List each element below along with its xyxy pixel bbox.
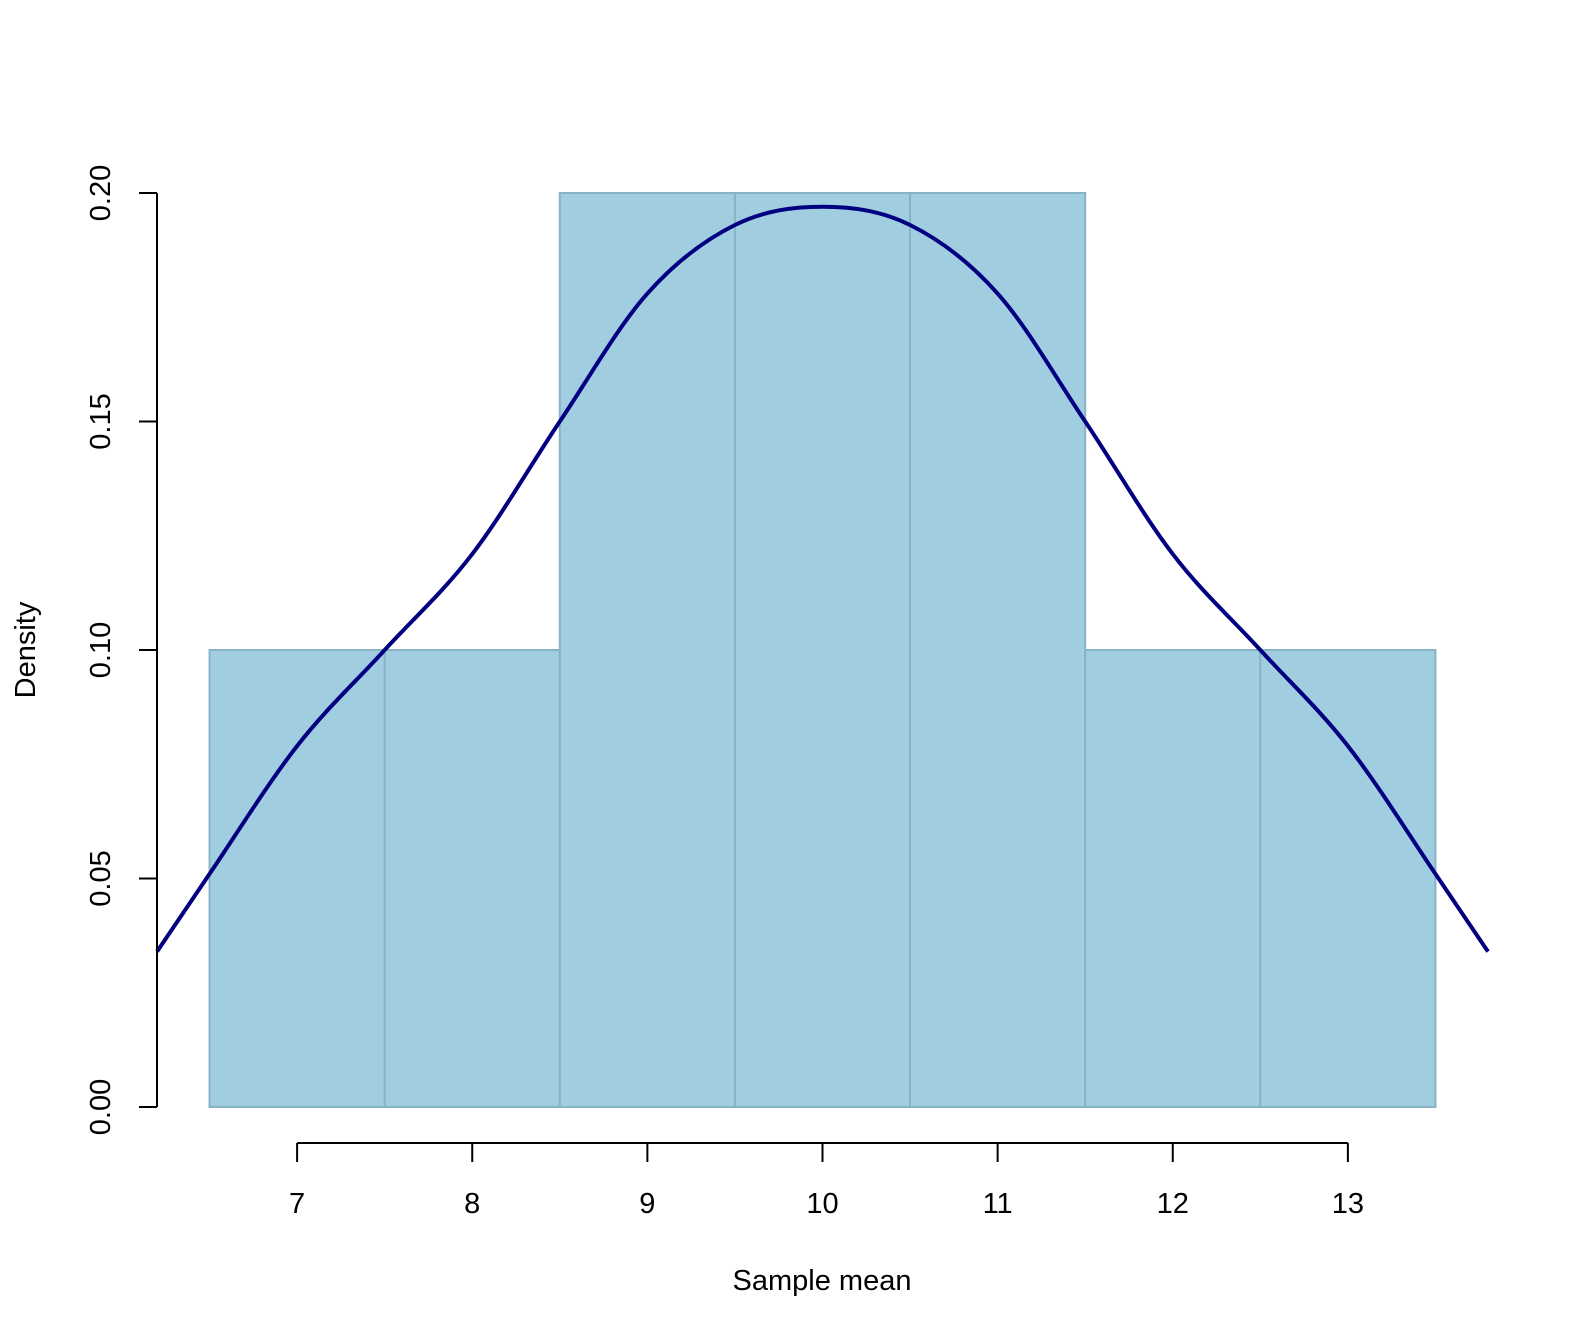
histogram-bar-6	[1084, 649, 1262, 1108]
y-tick-label: 0.05	[85, 850, 117, 906]
density-curve	[155, 204, 1490, 953]
histogram-bar-5	[909, 192, 1087, 1108]
x-axis: 7 8 9 10 11 12 13	[289, 1142, 1364, 1220]
x-axis-title: Sample mean	[733, 1265, 912, 1297]
y-tick-label: 0.20	[85, 165, 117, 221]
histogram-bar-1	[208, 649, 386, 1108]
y-tick-label: 0.10	[85, 622, 117, 678]
x-tick-label: 9	[639, 1188, 655, 1220]
x-tick-label: 13	[1332, 1188, 1364, 1220]
histogram-bar-3	[558, 192, 736, 1108]
x-tick-label: 11	[983, 1188, 1013, 1220]
x-tick-label: 12	[1157, 1188, 1189, 1220]
y-tick-label: 0.15	[85, 393, 117, 449]
y-axis: 0.00 0.05 0.10 0.15 0.20	[85, 165, 158, 1135]
y-tick-label: 0.00	[85, 1079, 117, 1135]
x-tick-label: 8	[464, 1188, 480, 1220]
histogram-bars	[208, 192, 1437, 1108]
x-tick-label: 10	[806, 1188, 838, 1220]
histogram-bar-7	[1259, 649, 1437, 1108]
histogram-bar-4	[733, 192, 912, 1108]
y-axis-title: Density	[10, 601, 42, 698]
histogram-bar-2	[383, 649, 561, 1108]
x-tick-label: 7	[289, 1188, 305, 1220]
